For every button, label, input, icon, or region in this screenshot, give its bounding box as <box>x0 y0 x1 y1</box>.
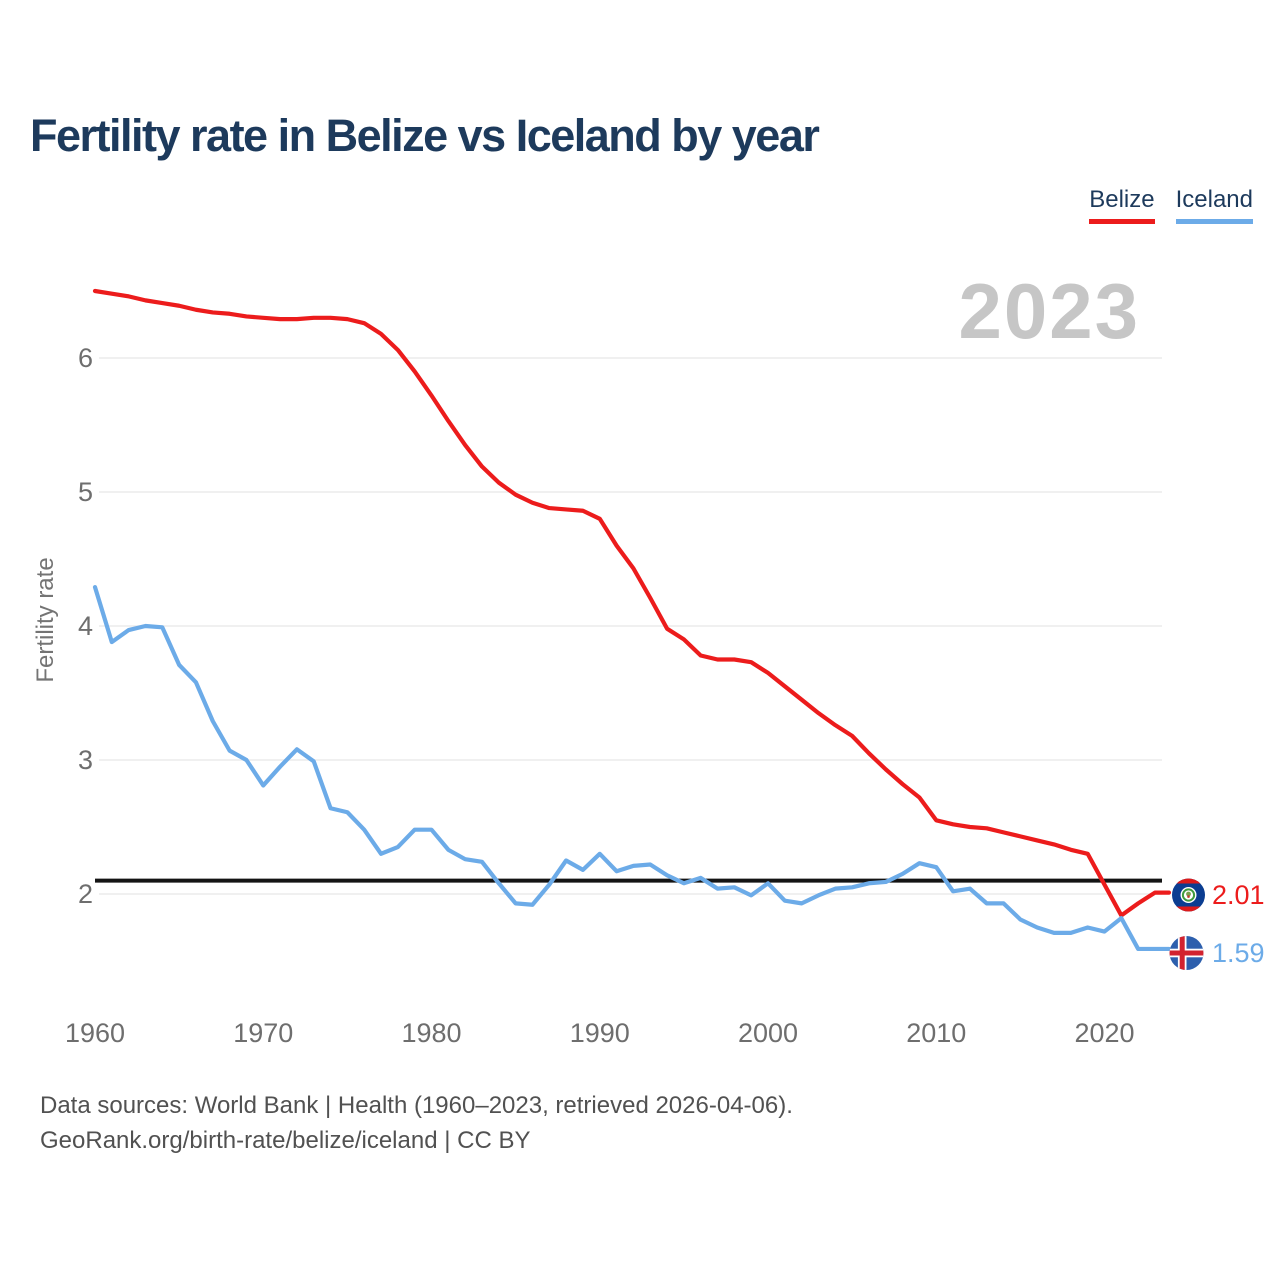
x-tick-label: 2010 <box>906 1018 966 1048</box>
legend: Belize Iceland <box>1089 186 1253 224</box>
y-tick-label: 2 <box>78 879 93 909</box>
watermark-year: 2023 <box>958 267 1140 355</box>
belize-flag-icon <box>1172 878 1205 912</box>
data-source-note: Data sources: World Bank | Health (1960–… <box>40 1088 793 1158</box>
legend-label-belize: Belize <box>1089 186 1155 213</box>
iceland-end-value: 1.59 <box>1212 938 1265 968</box>
legend-label-iceland: Iceland <box>1175 186 1253 213</box>
source-line-2: GeoRank.org/birth-rate/belize/iceland | … <box>40 1127 531 1154</box>
legend-item-belize[interactable]: Belize <box>1089 186 1155 224</box>
x-tick-label: 1960 <box>65 1018 125 1048</box>
belize-series-line <box>92 288 1172 918</box>
x-tick-labels: 1960 1970 1980 1990 2000 2010 2020 <box>65 1018 1135 1048</box>
iceland-series-line <box>92 585 1172 952</box>
legend-item-iceland[interactable]: Iceland <box>1175 186 1253 224</box>
x-tick-label: 2020 <box>1074 1018 1134 1048</box>
iceland-flag-icon <box>1169 936 1204 970</box>
series-lines <box>92 288 1172 952</box>
x-tick-label: 1980 <box>401 1018 461 1048</box>
y-tick-label: 5 <box>78 477 93 507</box>
y-tick-label: 6 <box>78 343 93 373</box>
x-tick-label: 1970 <box>233 1018 293 1048</box>
source-line-1: Data sources: World Bank | Health (1960–… <box>40 1092 793 1119</box>
y-tick-label: 3 <box>78 745 93 775</box>
belize-end-value: 2.01 <box>1212 880 1265 910</box>
y-tick-label: 4 <box>78 611 93 641</box>
gridlines <box>99 357 1162 895</box>
x-tick-label: 1990 <box>570 1018 630 1048</box>
page-title: Fertility rate in Belize vs Iceland by y… <box>30 110 820 161</box>
x-tick-label: 2000 <box>738 1018 798 1048</box>
y-tick-labels: 2 3 4 5 6 <box>78 343 93 909</box>
